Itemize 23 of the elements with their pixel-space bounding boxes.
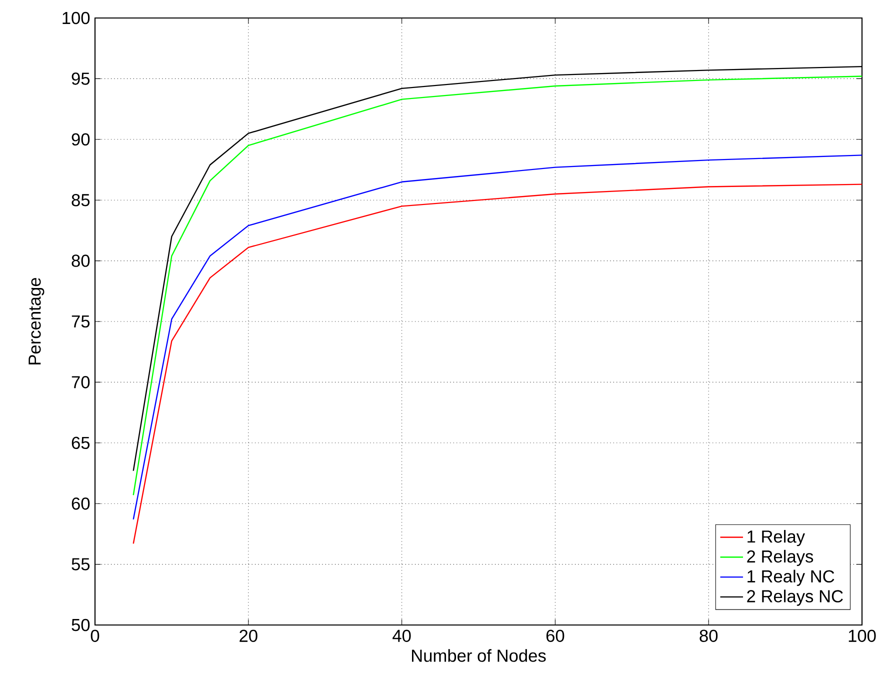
- y-tick-label: 85: [72, 194, 90, 206]
- legend-label: 1 Relay: [748, 530, 805, 546]
- y-tick-label: 95: [72, 72, 90, 85]
- legend-label: 2 Relays: [747, 550, 814, 566]
- x-tick-label: 40: [392, 630, 411, 642]
- x-tick-label: 100: [848, 630, 876, 642]
- x-axis-title: Number of Nodes: [412, 649, 546, 662]
- y-tick-label: 70: [72, 376, 90, 388]
- y-tick-label: 55: [72, 558, 90, 570]
- y-tick-label: 100: [62, 12, 90, 24]
- x-tick-label: 80: [700, 630, 718, 642]
- y-tick-label: 80: [72, 254, 90, 267]
- y-tick-label: 90: [72, 133, 90, 146]
- x-tick-label: 60: [546, 630, 564, 642]
- legend-label: 1 Realy NC: [748, 570, 834, 586]
- y-tick-label: 50: [72, 618, 90, 632]
- x-tick-label: 0: [90, 630, 100, 642]
- legend-label: 2 Relays NC: [747, 590, 843, 606]
- y-tick-label: 75: [72, 315, 90, 328]
- y-tick-label: 65: [72, 436, 90, 450]
- y-axis-title: Percentage: [28, 278, 44, 364]
- y-tick-label: 60: [72, 497, 90, 510]
- x-tick-label: 20: [240, 630, 258, 642]
